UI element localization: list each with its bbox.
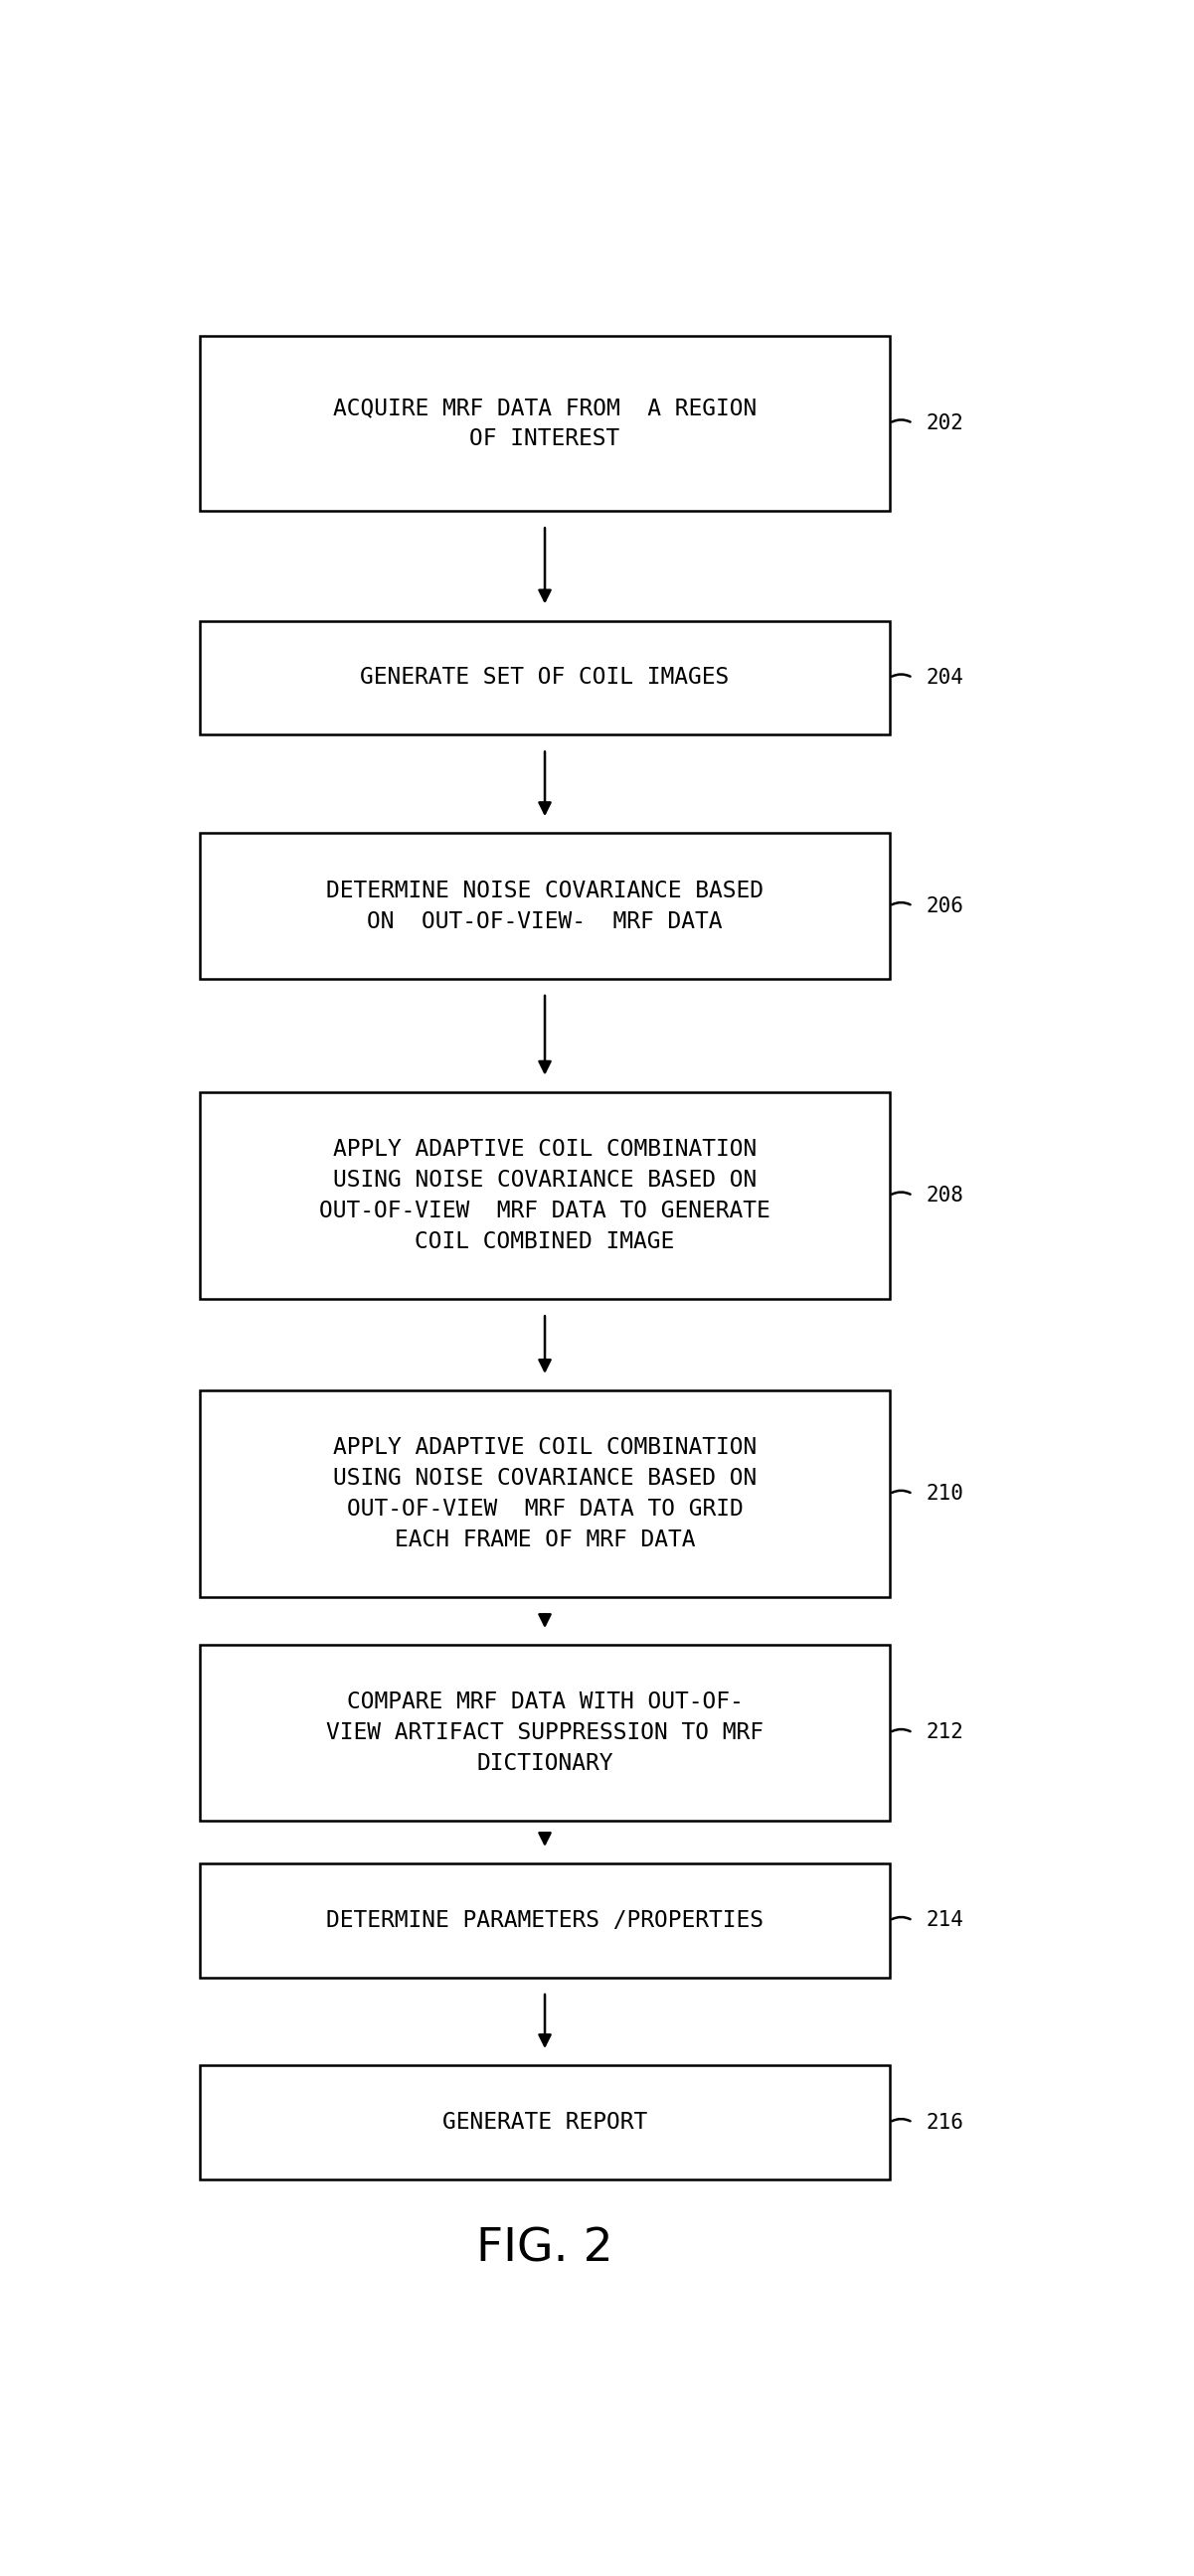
Bar (201, 1092, 890, 1298)
Text: 212: 212 (927, 1723, 965, 1741)
Bar (201, 1862, 890, 1978)
Text: APPLY ADAPTIVE COIL COMBINATION
USING NOISE COVARIANCE BASED ON
OUT-OF-VIEW  MRF: APPLY ADAPTIVE COIL COMBINATION USING NO… (333, 1437, 757, 1551)
Bar (201, 832, 890, 979)
Text: 206: 206 (927, 896, 965, 917)
Text: APPLY ADAPTIVE COIL COMBINATION
USING NOISE COVARIANCE BASED ON
OUT-OF-VIEW  MRF: APPLY ADAPTIVE COIL COMBINATION USING NO… (319, 1139, 770, 1255)
Bar (201, 2066, 890, 2179)
Text: 204: 204 (927, 667, 965, 688)
Bar (201, 1391, 890, 1597)
Bar (201, 335, 890, 510)
Bar (201, 1646, 890, 1821)
Text: 210: 210 (927, 1484, 965, 1504)
Text: COMPARE MRF DATA WITH OUT-OF-
VIEW ARTIFACT SUPPRESSION TO MRF
DICTIONARY: COMPARE MRF DATA WITH OUT-OF- VIEW ARTIF… (326, 1690, 763, 1775)
Text: 202: 202 (927, 412, 965, 433)
Text: GENERATE SET OF COIL IMAGES: GENERATE SET OF COIL IMAGES (361, 667, 730, 690)
Text: GENERATE REPORT: GENERATE REPORT (442, 2110, 647, 2133)
Text: 216: 216 (927, 2112, 965, 2133)
Text: DETERMINE NOISE COVARIANCE BASED
ON  OUT-OF-VIEW-  MRF DATA: DETERMINE NOISE COVARIANCE BASED ON OUT-… (326, 878, 763, 933)
Text: 214: 214 (927, 1911, 965, 1929)
Text: 208: 208 (927, 1185, 965, 1206)
Text: FIG. 2: FIG. 2 (476, 2226, 614, 2272)
Text: DETERMINE PARAMETERS /PROPERTIES: DETERMINE PARAMETERS /PROPERTIES (326, 1909, 763, 1932)
Bar (201, 621, 890, 734)
Text: ACQUIRE MRF DATA FROM  A REGION
OF INTEREST: ACQUIRE MRF DATA FROM A REGION OF INTERE… (333, 397, 757, 451)
